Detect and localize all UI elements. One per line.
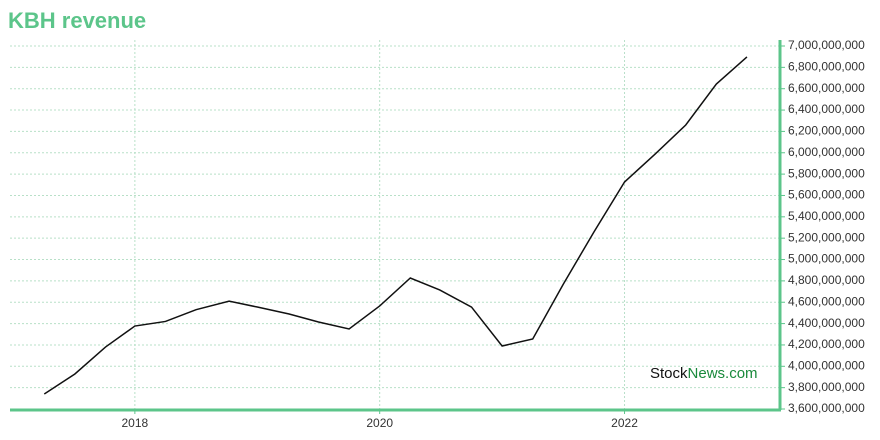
x-tick-label: 2020: [366, 416, 393, 430]
y-tick-label: 7,000,000,000: [788, 38, 865, 52]
y-tick-label: 6,400,000,000: [788, 102, 865, 116]
y-tick-label: 6,800,000,000: [788, 60, 865, 74]
watermark: StockNews.com: [650, 365, 758, 382]
y-tick-label: 4,400,000,000: [788, 316, 865, 330]
watermark-part: News.com: [688, 365, 758, 382]
y-tick-label: 3,600,000,000: [788, 401, 865, 415]
line: [43, 56, 748, 395]
y-tick-label: 4,200,000,000: [788, 337, 865, 351]
y-tick-label: 3,800,000,000: [788, 380, 865, 394]
y-tick-label: 5,400,000,000: [788, 209, 865, 223]
y-tick-label: 4,600,000,000: [788, 294, 865, 308]
y-tick-label: 5,800,000,000: [788, 166, 865, 180]
x-tick-label: 2018: [122, 416, 149, 430]
y-tick-label: 5,200,000,000: [788, 230, 865, 244]
chart-title: KBH revenue: [8, 8, 146, 33]
y-tick-label: 5,000,000,000: [788, 252, 865, 266]
y-tick-label: 5,600,000,000: [788, 188, 865, 202]
y-tick-label: 6,600,000,000: [788, 81, 865, 95]
x-tick-label: 2022: [611, 416, 638, 430]
y-tick-label: 4,000,000,000: [788, 358, 865, 372]
watermark-part: Stock: [650, 365, 688, 382]
y-tick-label: 6,200,000,000: [788, 124, 865, 138]
y-tick-label: 4,800,000,000: [788, 273, 865, 287]
y-tick-label: 6,000,000,000: [788, 145, 865, 159]
